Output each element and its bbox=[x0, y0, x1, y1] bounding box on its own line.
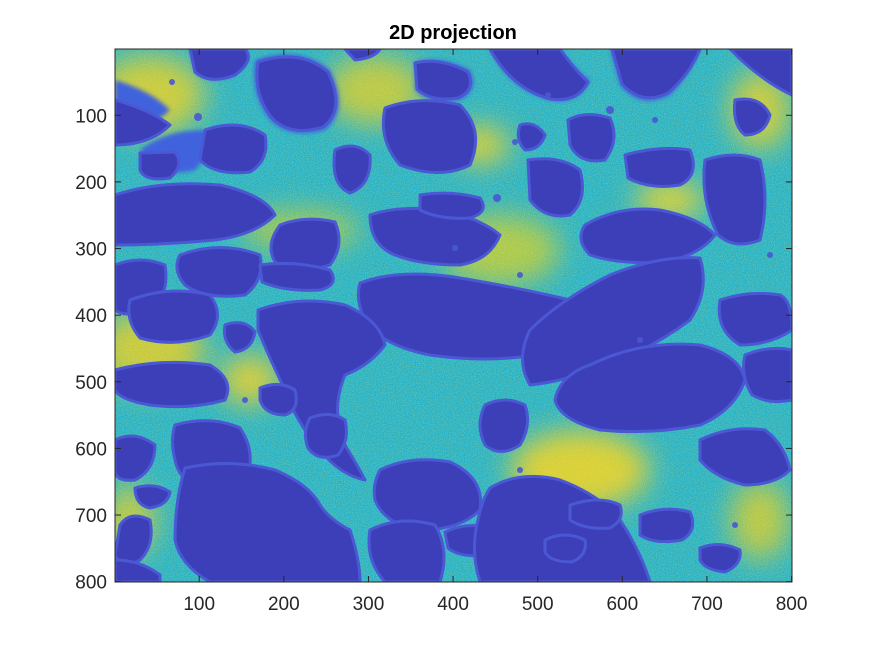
y-tick-label: 800 bbox=[75, 573, 107, 594]
y-tick-label: 100 bbox=[75, 106, 107, 127]
chart-title: 2D projection bbox=[389, 22, 517, 44]
x-tick-labels: 100 200 300 400 500 600 700 800 bbox=[183, 594, 807, 615]
y-tick-label: 200 bbox=[75, 173, 107, 194]
x-tick-label: 700 bbox=[691, 594, 723, 615]
y-tick-label: 600 bbox=[75, 439, 107, 460]
x-tick-label: 100 bbox=[183, 594, 215, 615]
x-tick-label: 300 bbox=[353, 594, 385, 615]
y-tick-labels: 100 200 300 400 500 600 700 800 bbox=[75, 106, 107, 593]
y-tick-label: 300 bbox=[75, 240, 107, 261]
x-tick-label: 400 bbox=[437, 594, 469, 615]
pore-specks bbox=[169, 79, 773, 528]
x-tick-label: 600 bbox=[606, 594, 638, 615]
y-tick-label: 700 bbox=[75, 506, 107, 527]
axis-ticks bbox=[115, 49, 793, 583]
y-tick-label: 400 bbox=[75, 306, 107, 327]
projection-image bbox=[115, 49, 792, 582]
x-tick-label: 800 bbox=[776, 594, 808, 615]
y-tick-label: 500 bbox=[75, 373, 107, 394]
x-tick-label: 500 bbox=[522, 594, 554, 615]
x-tick-label: 200 bbox=[268, 594, 300, 615]
pores bbox=[115, 49, 792, 582]
